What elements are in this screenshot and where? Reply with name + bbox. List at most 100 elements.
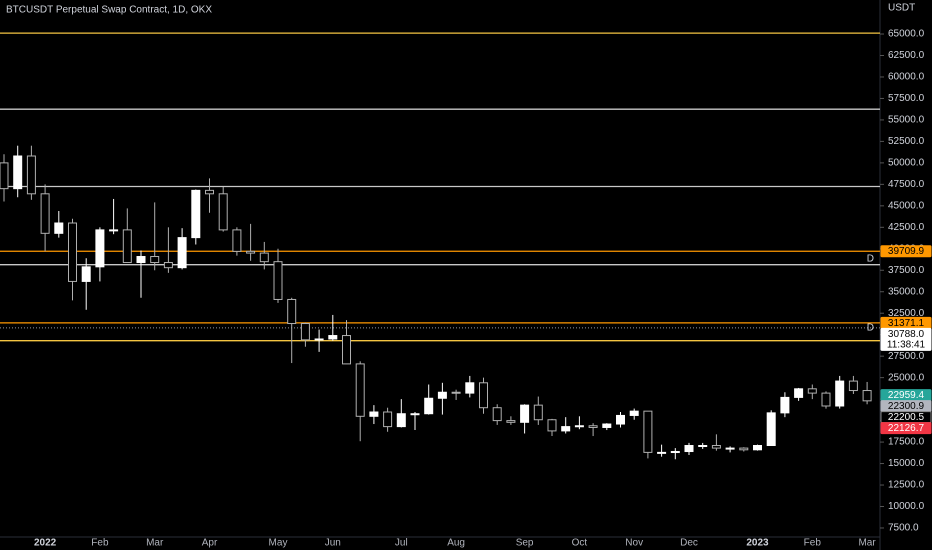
candle-body [465, 382, 475, 394]
candle-body [753, 445, 762, 451]
candle-body [122, 229, 132, 264]
candle-body [177, 237, 187, 269]
candle-body [287, 298, 297, 325]
x-tick-label: May [269, 538, 288, 549]
candle-body [205, 189, 214, 195]
candle-body [68, 222, 77, 282]
candle-body [369, 411, 379, 417]
candle-body [588, 425, 598, 428]
price-label-box [880, 327, 932, 351]
candle-body [246, 250, 256, 254]
y-tick-label: 65000.0 [888, 29, 925, 40]
x-tick-label: Feb [804, 538, 822, 549]
y-tick-label: 7500.0 [888, 523, 919, 534]
y-tick-label: 55000.0 [888, 115, 925, 126]
x-tick-label: 2023 [746, 538, 769, 549]
candle-body [424, 397, 434, 415]
candle-body [547, 419, 557, 432]
candle-body [725, 447, 735, 450]
candle-body [780, 396, 790, 414]
candle-body [602, 423, 612, 428]
candle-body [163, 262, 173, 269]
x-tick-label: Mar [146, 538, 164, 549]
candle-body [81, 266, 91, 282]
y-tick-label: 10000.0 [888, 501, 925, 512]
candle-body [561, 426, 571, 432]
candle-body [232, 229, 242, 252]
y-tick-label: 50000.0 [888, 158, 925, 169]
candle-body [342, 335, 351, 365]
candle-body [739, 447, 749, 451]
x-tick-label: Mar [858, 538, 876, 549]
x-tick-label: Nov [625, 538, 643, 549]
candle-body [109, 229, 119, 232]
candle-body [218, 193, 228, 231]
candle-body [451, 391, 461, 394]
price-label: 39709.9 [888, 246, 925, 257]
candle-body [40, 193, 50, 234]
x-tick-label: Feb [91, 538, 109, 549]
candle-body [410, 413, 420, 416]
price-label: 22300.9 [888, 401, 925, 412]
candle-body [54, 222, 64, 234]
candle-body [506, 420, 516, 423]
x-tick-label: Dec [680, 538, 698, 549]
candle-body [684, 445, 694, 453]
candle-body [698, 445, 708, 448]
candle-body [711, 445, 721, 449]
candle-body [520, 404, 530, 423]
axis-unit: USDT [888, 3, 915, 14]
y-tick-label: 42500.0 [888, 222, 925, 233]
candle-body [273, 261, 283, 300]
price-label: 22959.4 [888, 390, 925, 401]
y-tick-label: 32500.0 [888, 308, 925, 319]
candle-body [259, 252, 269, 263]
candle-body [533, 404, 543, 421]
y-tick-label: 27500.0 [888, 351, 925, 362]
candle-body [300, 323, 310, 341]
price-label-box [880, 245, 932, 258]
x-tick-label: Oct [572, 538, 588, 549]
candle-body [807, 388, 817, 394]
candle-body [794, 388, 804, 398]
x-tick-label: Jun [325, 538, 341, 549]
price-label: 31371.1 [888, 318, 925, 329]
candle-body [191, 189, 201, 239]
candle-body [616, 414, 625, 425]
x-tick-label: 2022 [34, 538, 57, 549]
y-tick-label: 12500.0 [888, 480, 925, 491]
level-tag: D [867, 253, 874, 264]
chart-title: BTCUSDT Perpetual Swap Contract, 1D, OKX [6, 5, 212, 16]
y-tick-label: 47500.0 [888, 179, 925, 190]
candle-body [629, 410, 639, 416]
x-tick-label: Apr [202, 538, 218, 549]
candle-body [862, 390, 872, 402]
candle-body [835, 380, 845, 407]
candle-body [26, 155, 36, 195]
price-label: 22126.7 [888, 423, 925, 434]
x-tick-label: Sep [516, 538, 534, 549]
candle-body [766, 412, 776, 447]
y-tick-label: 37500.0 [888, 265, 925, 276]
candle-body [95, 229, 105, 268]
candle-body [574, 425, 584, 428]
candle-body [657, 451, 667, 454]
candle-body [150, 256, 160, 264]
candle-body [314, 338, 324, 341]
x-tick-label: Aug [447, 538, 465, 549]
candle-body [479, 382, 488, 409]
candle-body [643, 410, 653, 453]
candle-body [437, 391, 447, 399]
y-tick-label: 15000.0 [888, 458, 925, 469]
y-tick-label: 57500.0 [888, 93, 925, 104]
price-label: 30788.0 [888, 329, 925, 340]
candle-body [383, 411, 393, 428]
candle-body [13, 155, 23, 190]
level-tag: D [867, 323, 874, 334]
y-tick-label: 17500.0 [888, 437, 925, 448]
y-tick-label: 60000.0 [888, 72, 925, 83]
candle-body [0, 162, 9, 190]
candle-body [396, 413, 406, 428]
price-label-box [880, 422, 932, 435]
